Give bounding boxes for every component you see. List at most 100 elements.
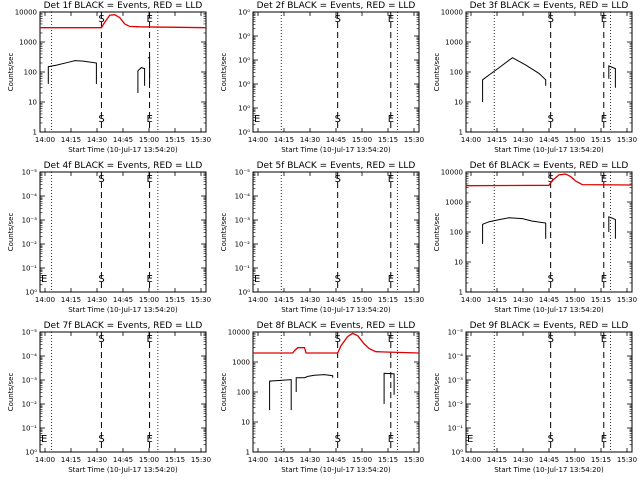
panel-det-5: Det 5f BLACK = Events, RED = LLD 10⁰ 10⁻¹ 1… — [220, 161, 424, 314]
marker-label-e-top: E — [147, 174, 153, 185]
x-tick-label: 14:15 — [61, 136, 81, 144]
x-tick-label: 14:30 — [87, 296, 107, 304]
panel-det-8: Det 8f BLACK = Events, RED = LLD 1 10 100 10… — [220, 321, 424, 474]
y-tick-label: 10⁻² — [235, 241, 251, 249]
edge-e-label: E — [41, 434, 47, 445]
y-tick-label: 10⁻³ — [22, 377, 38, 385]
x-tick-label: 14:00 — [35, 136, 55, 144]
y-tick-label: 10⁰ — [238, 289, 250, 297]
x-tick-label: 15:30 — [617, 456, 637, 464]
x-axis-label: Start Time (10-Jul-17 13:54:20) — [494, 146, 604, 154]
panel-det-2: Det 2f BLACK = Events, RED = LLD 10⁰ 10⁰ 10… — [220, 1, 424, 154]
y-tick-label: 10 — [454, 259, 463, 267]
x-tick-label: 14:45 — [539, 136, 559, 144]
y-tick-label: 10⁰ — [25, 289, 37, 297]
marker-label-s-top: S — [335, 14, 341, 25]
x-tick-label: 14:15 — [61, 456, 81, 464]
y-axis-label: Counts/sec — [220, 53, 228, 92]
edge-e-label: E — [254, 114, 260, 125]
y-tick-label: 1000 — [19, 39, 37, 47]
series-events-segment — [482, 217, 547, 244]
y-tick-label: 100 — [450, 229, 463, 237]
marker-label-e-bottom: E — [601, 434, 607, 445]
x-tick-label: 15:30 — [617, 136, 637, 144]
edge-e-label: E — [254, 274, 260, 285]
marker-label-s-top: S — [335, 174, 341, 185]
y-tick-label: 10⁻⁵ — [235, 169, 251, 177]
panel-title: Det 9f BLACK = Events, RED = LLD — [470, 321, 629, 331]
x-axis-label: Start Time (10-Jul-17 13:54:20) — [281, 146, 391, 154]
marker-label-e-bottom: E — [147, 114, 153, 125]
y-tick-label: 10⁻¹ — [235, 265, 251, 273]
marker-label-s-bottom: S — [548, 114, 554, 125]
y-axis-label: Counts/sec — [7, 53, 15, 92]
y-tick-label: 10⁻³ — [448, 377, 464, 385]
series-lld-segment — [40, 14, 207, 29]
panel-title: Det 3f BLACK = Events, RED = LLD — [470, 1, 629, 11]
x-tick-label: 14:45 — [326, 456, 346, 464]
panel-title: Det 2f BLACK = Events, RED = LLD — [257, 1, 416, 11]
x-tick-label: 14:00 — [461, 296, 481, 304]
y-tick-label: 10⁻⁴ — [448, 353, 464, 361]
y-tick-label: 10⁰ — [25, 449, 37, 457]
x-tick-label: 14:30 — [513, 296, 533, 304]
marker-label-s-bottom: S — [335, 274, 341, 285]
panel-title: Det 7f BLACK = Events, RED = LLD — [44, 321, 203, 331]
x-tick-label: 14:15 — [487, 456, 507, 464]
x-tick-label: 15:15 — [378, 136, 398, 144]
x-tick-label: 14:30 — [87, 136, 107, 144]
y-axis-label: Counts/sec — [7, 373, 15, 412]
x-tick-label: 14:45 — [326, 296, 346, 304]
x-axis-label: Start Time (10-Jul-17 13:54:20) — [494, 466, 604, 474]
y-axis-label: Counts/sec — [220, 213, 228, 252]
marker-label-e-bottom: E — [147, 434, 153, 445]
edge-e-label: E — [41, 274, 47, 285]
x-tick-label: 15:15 — [165, 296, 185, 304]
x-tick-label: 15:00 — [139, 296, 159, 304]
x-tick-label: 15:00 — [139, 136, 159, 144]
x-tick-label: 14:30 — [513, 456, 533, 464]
x-tick-label: 14:45 — [539, 296, 559, 304]
x-tick-label: 15:30 — [404, 136, 424, 144]
series-events-segment — [295, 374, 334, 392]
x-axis-label: Start Time (10-Jul-17 13:54:20) — [494, 306, 604, 314]
x-tick-label: 14:15 — [274, 136, 294, 144]
marker-label-e-top: E — [147, 334, 153, 345]
y-tick-label: 10⁻¹ — [448, 425, 464, 433]
y-axis-label: Counts/sec — [220, 373, 228, 412]
panel-det-3: Det 3f BLACK = Events, RED = LLD 1 10 100 10… — [433, 1, 637, 154]
x-tick-label: 15:30 — [191, 136, 211, 144]
panel-det-9: Det 9f BLACK = Events, RED = LLD 10⁰ 10⁻¹ 1… — [433, 321, 637, 474]
marker-label-e-top: E — [147, 14, 153, 25]
marker-label-s-bottom: S — [335, 114, 341, 125]
plot-frame — [39, 331, 207, 453]
y-axis-label: Counts/sec — [433, 213, 441, 252]
y-tick-label: 1 — [246, 449, 250, 457]
x-tick-label: 15:15 — [378, 296, 398, 304]
x-tick-label: 14:00 — [248, 296, 268, 304]
y-tick-label: 1 — [459, 129, 463, 137]
x-tick-label: 14:30 — [300, 456, 320, 464]
series-events-segment — [147, 57, 151, 84]
edge-e-label: E — [467, 434, 473, 445]
y-tick-label: 10⁰ — [451, 449, 463, 457]
series-lld-segment — [465, 173, 633, 187]
marker-label-s-top: S — [98, 14, 104, 25]
x-tick-label: 15:15 — [165, 456, 185, 464]
marker-label-e-top: E — [388, 14, 394, 25]
marker-label-s-bottom: S — [548, 434, 554, 445]
x-axis-label: Start Time (10-Jul-17 13:54:20) — [68, 146, 178, 154]
marker-label-s-top: S — [335, 334, 341, 345]
x-tick-label: 15:15 — [165, 136, 185, 144]
panel-title: Det 6f BLACK = Events, RED = LLD — [470, 161, 629, 171]
y-tick-label: 10⁻⁵ — [22, 329, 38, 337]
x-axis-label: Start Time (10-Jul-17 13:54:20) — [68, 466, 178, 474]
y-tick-label: 10000 — [15, 9, 37, 17]
panel-title: Det 5f BLACK = Events, RED = LLD — [257, 161, 416, 171]
x-tick-label: 15:00 — [565, 136, 585, 144]
marker-label-s-bottom: S — [98, 114, 104, 125]
y-tick-label: 10⁻⁵ — [448, 329, 464, 337]
x-tick-label: 15:30 — [404, 296, 424, 304]
y-tick-label: 100 — [450, 69, 463, 77]
